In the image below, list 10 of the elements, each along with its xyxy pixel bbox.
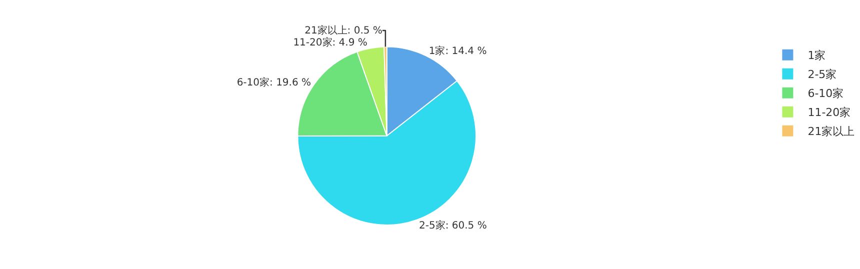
data-label: 1家: 14.4 % bbox=[428, 44, 487, 57]
legend-label: 1家 bbox=[808, 49, 826, 62]
data-label: 2-5家: 60.5 % bbox=[419, 219, 487, 232]
legend-label: 6-10家 bbox=[808, 87, 844, 100]
legend-label: 21家以上 bbox=[808, 125, 855, 138]
data-label: 21家以上: 0.5 % bbox=[304, 24, 382, 36]
legend-label: 2-5家 bbox=[808, 68, 837, 82]
legend-label: 11-20家 bbox=[808, 106, 851, 120]
data-label: 11-20家: 4.9 % bbox=[293, 36, 368, 48]
data-label: 6-10家: 19.6 % bbox=[236, 76, 312, 88]
